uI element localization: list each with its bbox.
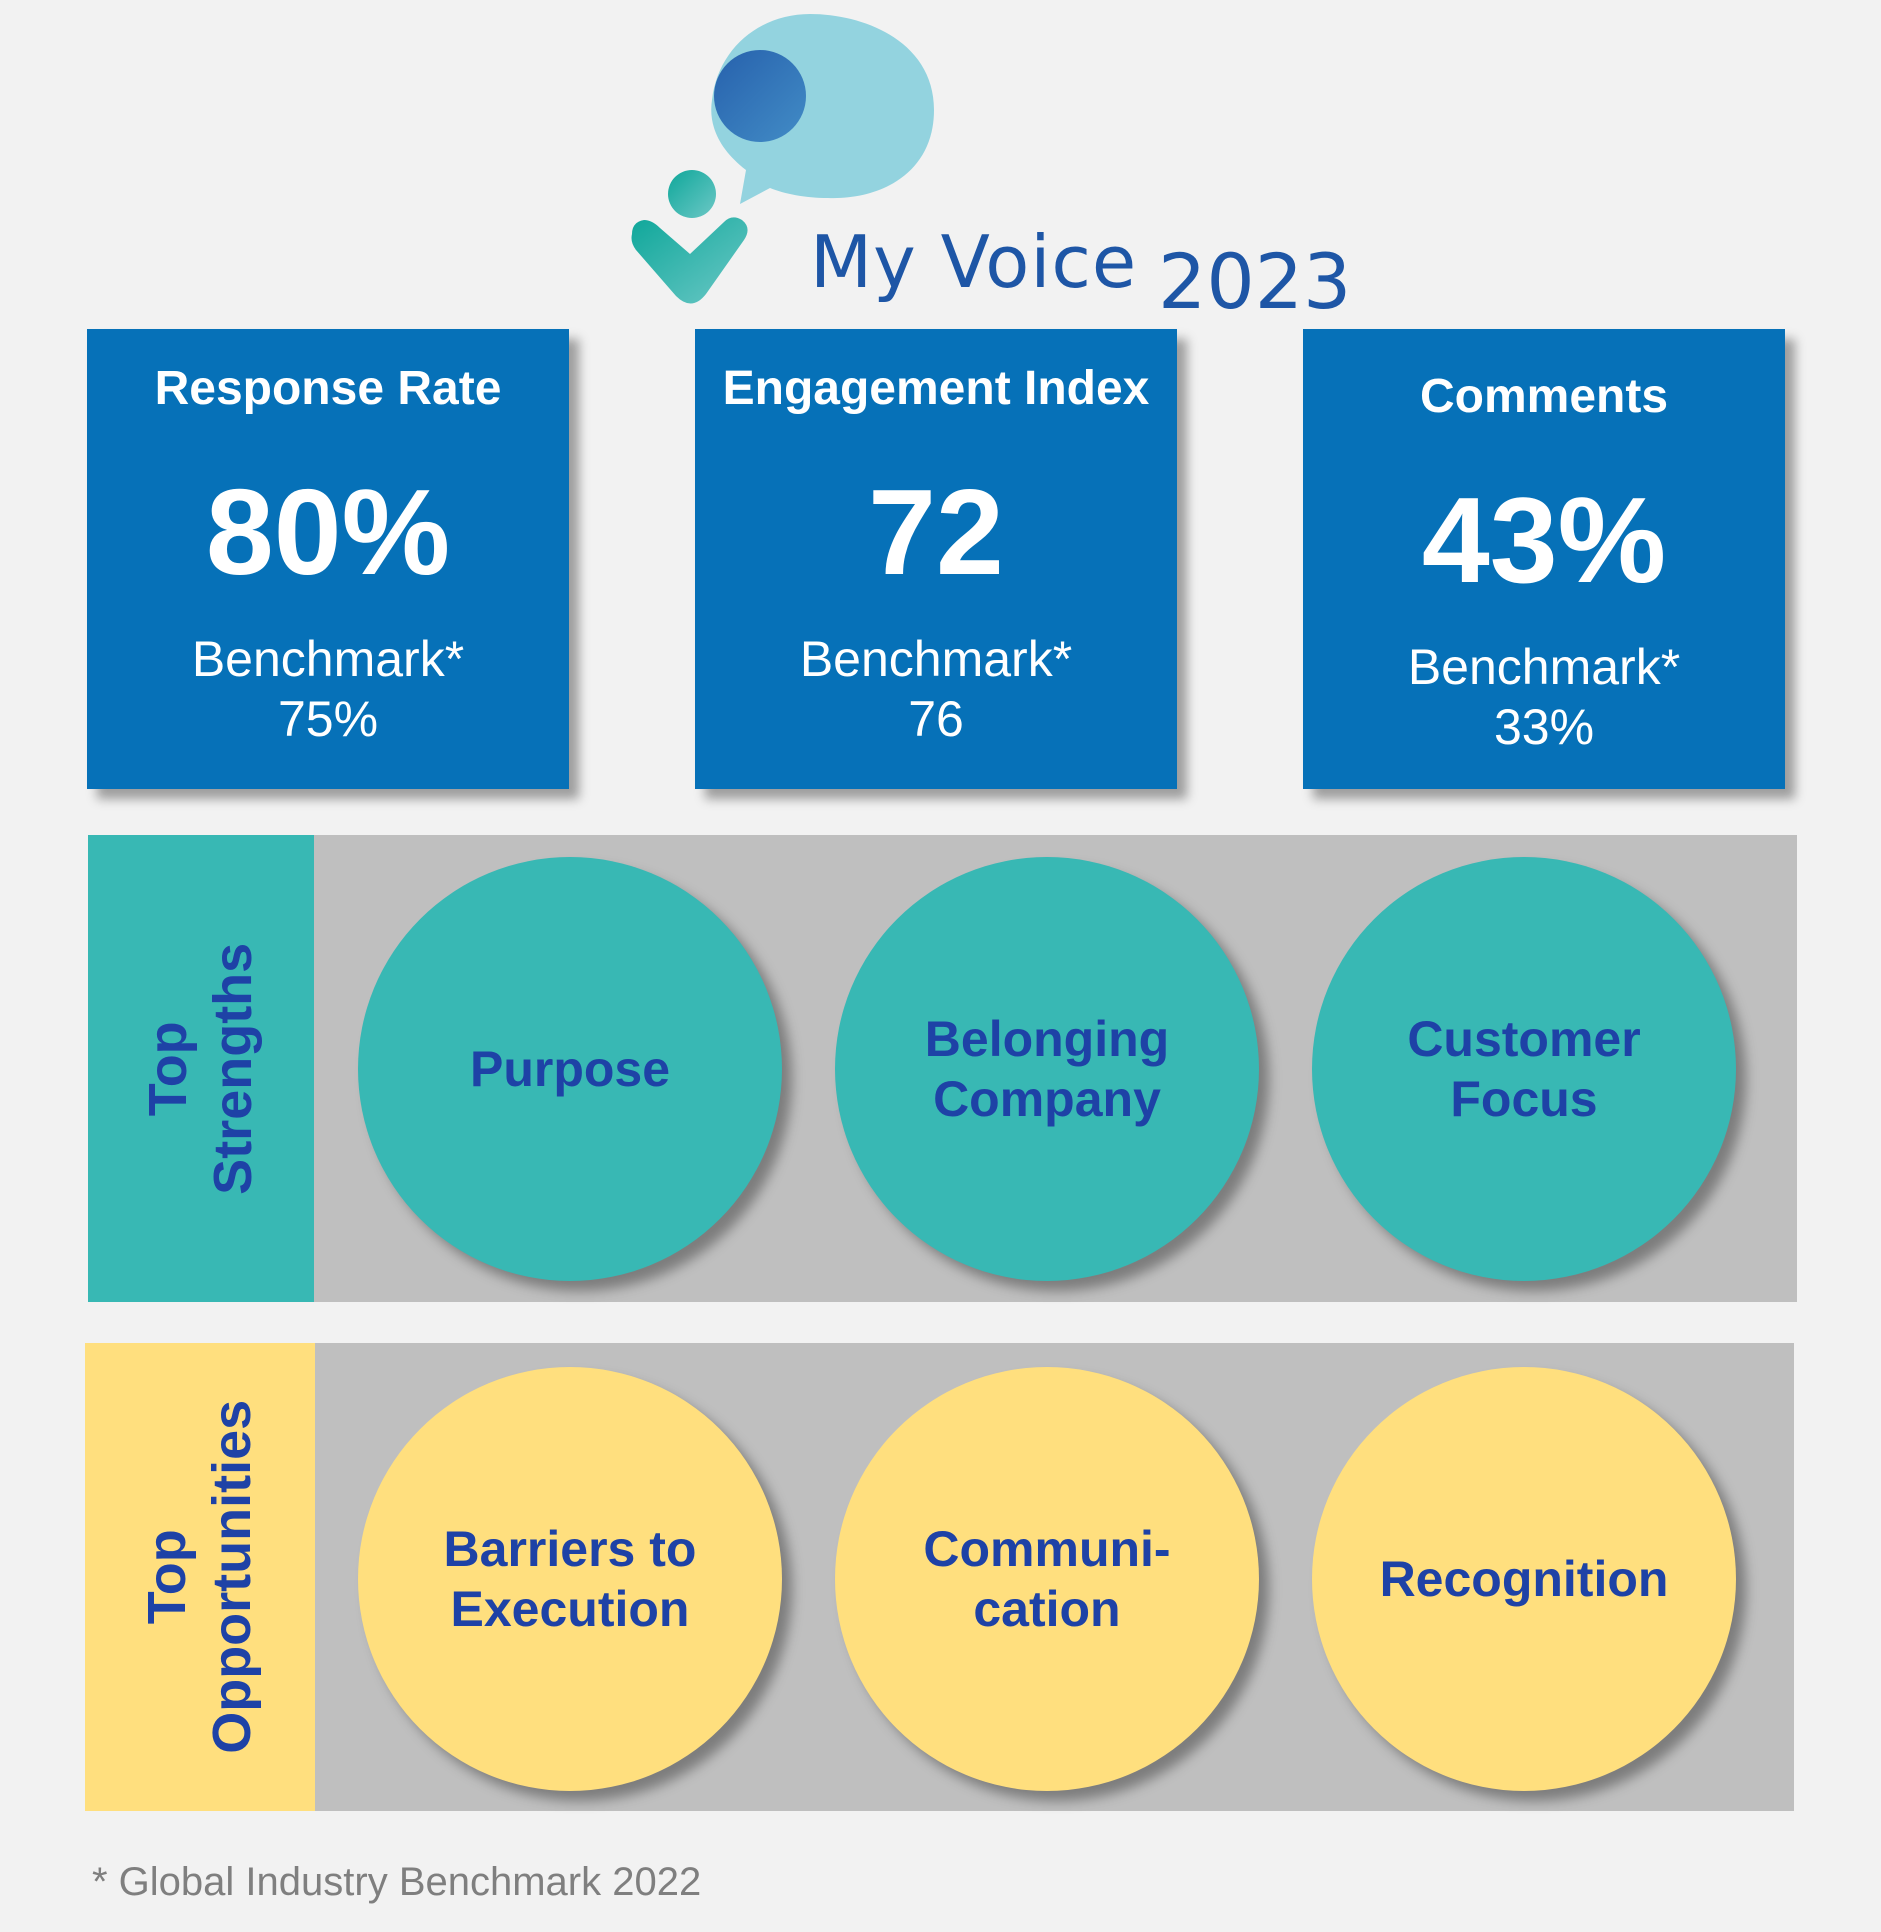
opportunity-circle: Barriers to Execution — [358, 1367, 782, 1791]
brand-name: My Voice — [810, 220, 1138, 304]
my-voice-logo-icon — [631, 14, 934, 304]
strength-label: Belonging Company — [924, 1011, 1170, 1127]
strengths-label-panel: Top Strengths — [88, 835, 314, 1302]
strength-circle: Purpose — [358, 857, 782, 1281]
kpi-value: 43% — [1421, 472, 1667, 608]
kpi-title: Comments — [1419, 370, 1669, 423]
opportunity-label: Barriers to Execution — [443, 1521, 697, 1637]
kpi-card-comments: Comments 43% Benchmark* 33% — [1303, 329, 1785, 789]
kpi-value: 72 — [868, 464, 1004, 600]
opportunity-label: Communi- cation — [923, 1521, 1171, 1637]
opportunities-heading: Top Opportunities — [137, 1400, 263, 1754]
strengths-heading: Top Strengths — [138, 942, 263, 1195]
kpi-benchmark-value: 33% — [1493, 699, 1595, 755]
strength-circle: Customer Focus — [1312, 857, 1736, 1281]
kpi-title: Response Rate — [154, 362, 502, 415]
brand-year: 2023 — [1158, 237, 1352, 326]
benchmark-footnote: * Global Industry Benchmark 2022 — [92, 1860, 702, 1904]
kpi-benchmark-value: 75% — [277, 691, 379, 747]
strength-label: Customer Focus — [1407, 1011, 1641, 1127]
kpi-benchmark-label: Benchmark* — [1407, 639, 1681, 695]
strength-label: Purpose — [469, 1041, 671, 1097]
kpi-benchmark-label: Benchmark* — [191, 631, 465, 687]
kpi-title: Engagement Index — [722, 362, 1150, 415]
kpi-benchmark-value: 76 — [908, 691, 964, 747]
opportunity-circle: Recognition — [1312, 1367, 1736, 1791]
opportunity-label: Recognition — [1379, 1551, 1669, 1607]
kpi-benchmark-label: Benchmark* — [799, 631, 1073, 687]
kpi-card-response-rate: Response Rate 80% Benchmark* 75% — [87, 329, 569, 789]
kpi-card-engagement-index: Engagement Index 72 Benchmark* 76 — [695, 329, 1177, 789]
opportunities-label-panel: Top Opportunities — [85, 1343, 315, 1811]
kpi-value: 80% — [205, 464, 451, 600]
strength-circle: Belonging Company — [835, 857, 1259, 1281]
opportunity-circle: Communi- cation — [835, 1367, 1259, 1791]
